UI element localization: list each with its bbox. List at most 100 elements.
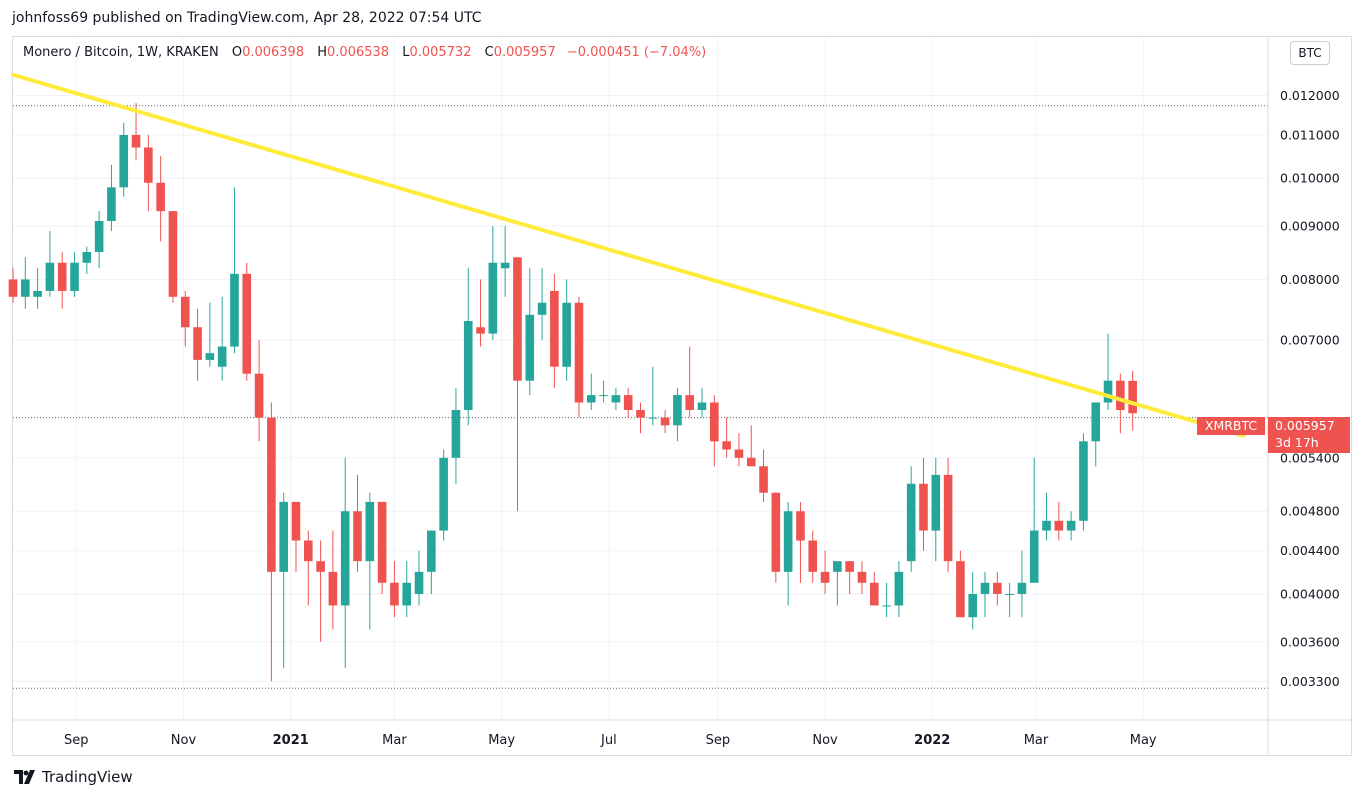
candle-body xyxy=(500,262,510,269)
candle-down xyxy=(943,457,953,572)
y-tick-label: 0.007000 xyxy=(1280,333,1340,348)
candle-body xyxy=(70,262,79,291)
candle-up xyxy=(439,449,448,541)
y-tick-label: 0.010000 xyxy=(1280,171,1340,186)
candle-body xyxy=(45,262,55,291)
candle-body xyxy=(1017,582,1027,594)
candle-up xyxy=(230,187,239,354)
candle-body xyxy=(1029,530,1039,583)
candle-up xyxy=(402,561,412,618)
candle-up xyxy=(833,561,842,606)
candle-body xyxy=(1128,380,1137,414)
candle-down xyxy=(377,501,387,594)
y-tick-label: 0.003300 xyxy=(1280,674,1340,689)
candle-up xyxy=(906,466,916,572)
candle-body xyxy=(156,182,165,212)
trendline xyxy=(11,72,1246,438)
candle-body xyxy=(857,571,867,583)
candle-body xyxy=(648,417,658,419)
candle-up xyxy=(70,251,79,297)
publisher-caption: johnfoss69 published on TradingView.com,… xyxy=(12,10,482,26)
candle-down xyxy=(685,346,695,418)
candle-up xyxy=(882,582,891,618)
candle-body xyxy=(1103,380,1113,403)
candle-down xyxy=(550,273,559,388)
candle-body xyxy=(414,571,424,594)
low-value: 0.005732 xyxy=(409,45,472,60)
last-price-value: 0.005957 xyxy=(1275,418,1335,433)
candle-down xyxy=(636,402,645,434)
candle-body xyxy=(783,511,793,572)
x-tick-label: Mar xyxy=(1024,733,1049,748)
candle-body xyxy=(33,290,42,297)
candle-body xyxy=(845,561,854,572)
candle-body xyxy=(57,262,67,291)
candle-up xyxy=(894,561,904,618)
candle-body xyxy=(8,279,18,297)
candle-down xyxy=(156,156,165,242)
candle-up xyxy=(931,457,941,562)
candle-up xyxy=(82,246,92,274)
candle-body xyxy=(697,402,707,410)
y-tick-label: 0.012000 xyxy=(1280,88,1340,103)
candle-body xyxy=(808,540,818,572)
x-tick-label: 2022 xyxy=(914,733,950,748)
candle-up xyxy=(119,122,129,197)
candle-body xyxy=(894,571,904,606)
candle-down xyxy=(390,561,399,618)
candle-body xyxy=(94,220,104,252)
candle-body xyxy=(1054,520,1064,531)
candle-body xyxy=(1042,520,1051,531)
candle-up xyxy=(427,530,436,594)
candle-down xyxy=(1116,373,1125,434)
chart-frame[interactable] xyxy=(12,36,1352,756)
candle-down xyxy=(180,290,190,347)
low-key: L xyxy=(402,45,410,60)
x-tick-label: Sep xyxy=(706,733,731,748)
x-tick-label: May xyxy=(488,733,515,748)
candle-up xyxy=(525,268,535,396)
change-value: −0.000451 (−7.04%) xyxy=(566,45,707,60)
candle-down xyxy=(722,417,731,458)
candle-down xyxy=(574,296,584,418)
candle-body xyxy=(919,483,928,531)
candle-body xyxy=(1079,441,1088,521)
candle-up xyxy=(586,373,596,410)
candle-body xyxy=(759,466,768,493)
candle-down xyxy=(8,268,18,303)
currency-button[interactable]: BTC xyxy=(1290,41,1330,65)
high-key: H xyxy=(317,45,328,60)
x-tick-label: Sep xyxy=(64,733,89,748)
candle-body xyxy=(476,327,485,334)
candle-up xyxy=(1005,582,1014,618)
candle-body xyxy=(820,571,830,583)
candle-body xyxy=(685,395,695,410)
tradingview-logo[interactable]: TradingView xyxy=(14,768,133,786)
candle-down xyxy=(267,402,276,682)
candle-down xyxy=(193,308,202,381)
candle-body xyxy=(193,327,202,360)
candle-body xyxy=(144,147,153,183)
bar-countdown: 3d 17h xyxy=(1275,435,1319,450)
y-tick-label: 0.011000 xyxy=(1280,127,1340,142)
candle-body xyxy=(943,474,953,562)
candle-body xyxy=(230,273,239,347)
candle-body xyxy=(316,561,325,572)
candle-body xyxy=(1116,380,1125,410)
trendline-layer xyxy=(11,72,1246,438)
candle-body xyxy=(636,409,645,418)
candle-body xyxy=(586,395,596,403)
candle-body xyxy=(205,353,215,360)
candle-body xyxy=(882,605,891,607)
dotted-price-levels xyxy=(13,105,1268,689)
candle-body xyxy=(562,302,571,367)
candle-down xyxy=(623,387,633,418)
candle-body xyxy=(660,417,670,426)
candle-up xyxy=(537,268,547,341)
candle-body xyxy=(623,395,633,410)
candle-body xyxy=(427,530,436,572)
high-value: 0.006538 xyxy=(327,45,390,60)
candle-body xyxy=(906,483,916,562)
tradingview-logo-icon xyxy=(14,770,35,784)
